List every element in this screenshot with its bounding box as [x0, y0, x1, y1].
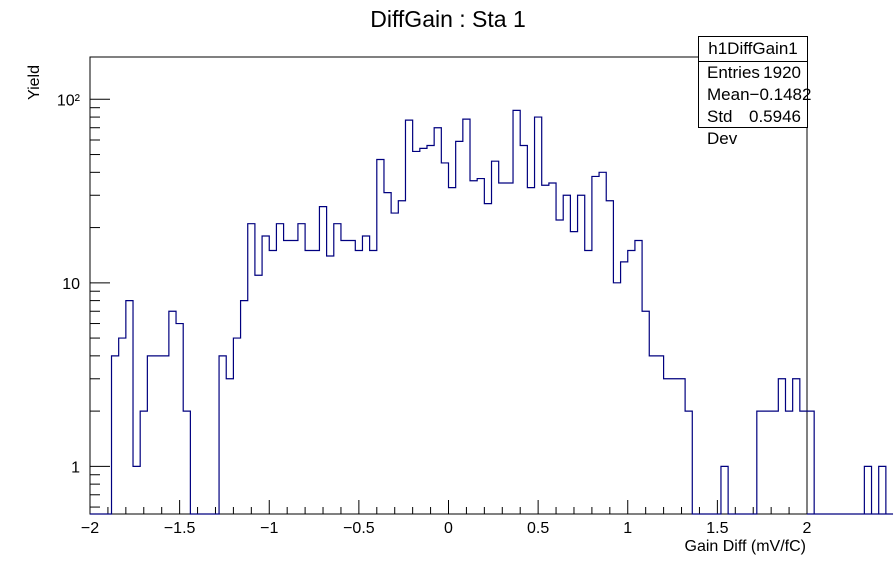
- y-axis-label: Yield: [26, 65, 43, 100]
- stats-value: −0.1482: [749, 85, 812, 104]
- y-tick-label: 1: [71, 459, 80, 476]
- chart-title: DiffGain : Sta 1: [370, 6, 526, 32]
- x-tick-label: 0.5: [527, 520, 549, 537]
- stats-label: Entries: [707, 63, 760, 82]
- x-tick-label: −0.5: [343, 520, 375, 537]
- x-tick-label: −2: [81, 520, 99, 537]
- stats-row-mean: Mean −0.1482: [699, 84, 811, 106]
- x-tick-label: 0: [444, 520, 453, 537]
- stats-row-entries: Entries 1920: [699, 62, 807, 84]
- stats-box: h1DiffGain1 Entries 1920 Mean −0.1482 St…: [698, 36, 811, 148]
- stats-row-stddev: Std Dev 0.5946: [699, 106, 807, 148]
- x-tick-label: −1.5: [164, 520, 196, 537]
- stats-label: Mean: [707, 85, 750, 104]
- stats-title: h1DiffGain1: [699, 37, 807, 62]
- y-tick-label: 10: [62, 276, 80, 293]
- x-axis-label: Gain Diff (mV/fC): [684, 538, 807, 555]
- stats-label: Std Dev: [707, 107, 738, 148]
- stats-value: 0.5946: [749, 107, 801, 126]
- x-tick-labels: −2 −1.5 −1 −0.5 0 0.5 1 1.5 2: [81, 520, 812, 537]
- x-tick-label: −1: [260, 520, 278, 537]
- y-tick-labels: 1 10 10²: [57, 92, 81, 476]
- x-tick-label: 1: [623, 520, 632, 537]
- histogram-line: [90, 109, 894, 515]
- axis-ticks: [89, 98, 808, 514]
- y-tick-label: 10²: [57, 92, 81, 109]
- stats-value: 1920: [763, 63, 801, 82]
- x-tick-label: 1.5: [706, 520, 728, 537]
- x-tick-label: 2: [803, 520, 812, 537]
